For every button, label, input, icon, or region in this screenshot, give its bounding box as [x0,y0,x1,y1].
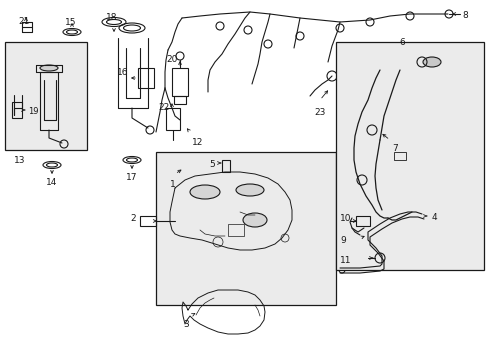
Text: 6: 6 [398,38,404,47]
Text: 15: 15 [65,18,76,27]
Bar [355,216,369,226]
Bar [140,216,156,226]
Ellipse shape [236,184,264,196]
Text: 21: 21 [18,17,29,26]
Bar [172,68,187,96]
Text: 14: 14 [46,178,57,187]
Ellipse shape [40,65,58,71]
Bar [12,102,22,118]
Text: 23: 23 [313,108,325,117]
Text: 13: 13 [14,156,25,165]
Bar [156,152,335,305]
Text: 1: 1 [170,180,175,189]
Bar [227,224,244,236]
Text: 9: 9 [339,236,345,245]
Text: 12: 12 [192,138,203,147]
Bar [174,96,185,104]
Text: 16: 16 [116,68,128,77]
Text: 3: 3 [183,320,188,329]
Ellipse shape [422,57,440,67]
Bar [393,152,405,160]
Text: 18: 18 [106,13,117,22]
Text: 5: 5 [208,160,214,169]
Text: 20: 20 [166,55,177,64]
Bar [165,108,180,130]
Text: 8: 8 [461,11,467,20]
Text: 7: 7 [391,144,397,153]
Ellipse shape [243,213,266,227]
Text: 10: 10 [339,214,351,223]
Text: 11: 11 [339,256,351,265]
Text: 17: 17 [126,173,137,182]
Text: 4: 4 [431,213,437,222]
Text: 2: 2 [130,214,135,223]
Ellipse shape [190,185,220,199]
Bar [335,42,483,270]
Bar [138,68,154,88]
Text: 22: 22 [158,103,169,112]
Text: 19: 19 [28,107,39,116]
Bar [5,42,87,150]
Bar [222,160,229,172]
